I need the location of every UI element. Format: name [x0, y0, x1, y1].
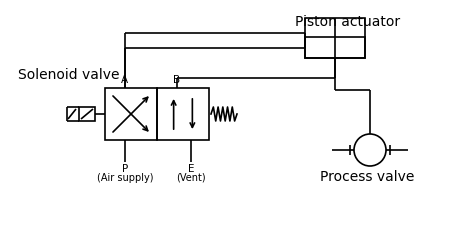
Bar	[157, 88, 209, 140]
Bar	[105, 88, 157, 140]
Text: Solenoid valve: Solenoid valve	[18, 68, 119, 82]
Text: (Vent): (Vent)	[176, 173, 206, 183]
Text: Piston actuator: Piston actuator	[295, 15, 400, 29]
Text: Process valve: Process valve	[320, 170, 414, 184]
Text: B: B	[173, 75, 180, 85]
Text: E: E	[188, 164, 194, 174]
Bar	[305, 38, 365, 58]
Bar	[79, 107, 95, 121]
Text: P: P	[122, 164, 128, 174]
Text: (Air supply): (Air supply)	[97, 173, 153, 183]
Bar	[305, 18, 365, 58]
Text: A: A	[121, 75, 128, 85]
